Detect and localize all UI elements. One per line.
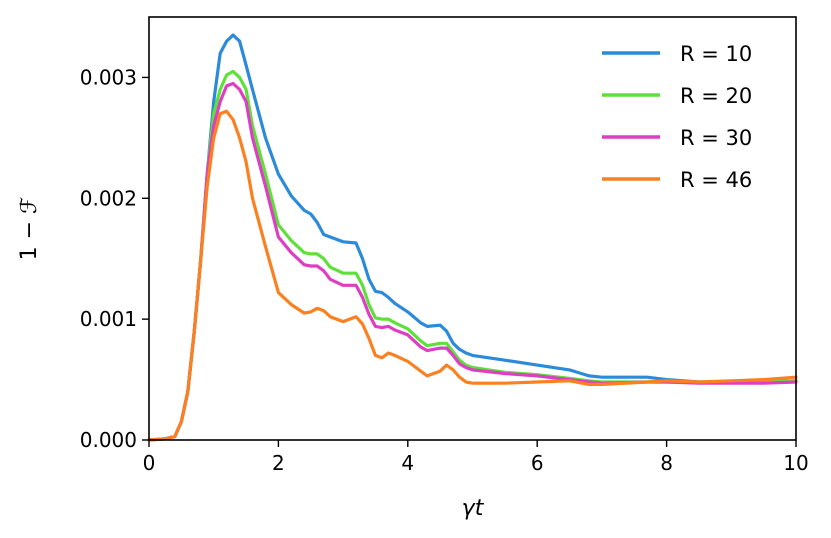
legend-label-2: R = 20 [680, 84, 752, 108]
x-tick-label: 4 [401, 451, 414, 475]
y-axis-label: 1 − ℱ [17, 197, 42, 261]
legend: R = 10 R = 20 R = 30 R = 46 [602, 42, 752, 192]
y-tick-label: 0.002 [80, 186, 137, 210]
y-tick-label: 0.001 [80, 307, 137, 331]
series-line-1 [147, 33, 798, 442]
y-tick-label: 0.000 [80, 428, 137, 452]
plot-frame [148, 16, 797, 441]
x-tick-label: 2 [272, 451, 285, 475]
y-tick-label: 0.003 [80, 65, 137, 89]
x-axis: 0 2 4 6 8 10 [143, 440, 809, 475]
series-layer [147, 33, 798, 442]
legend-label-3: R = 30 [680, 126, 752, 150]
series-line-4 [147, 109, 798, 442]
x-tick-label: 8 [660, 451, 673, 475]
series-line-3 [147, 81, 798, 442]
y-axis: 0.000 0.001 0.002 0.003 [80, 65, 149, 452]
legend-label-1: R = 10 [680, 42, 752, 66]
x-tick-label: 0 [143, 451, 156, 475]
x-tick-label: 6 [531, 451, 544, 475]
x-tick-label: 10 [783, 451, 808, 475]
x-axis-label: γt [462, 496, 485, 521]
legend-label-4: R = 46 [680, 168, 752, 192]
